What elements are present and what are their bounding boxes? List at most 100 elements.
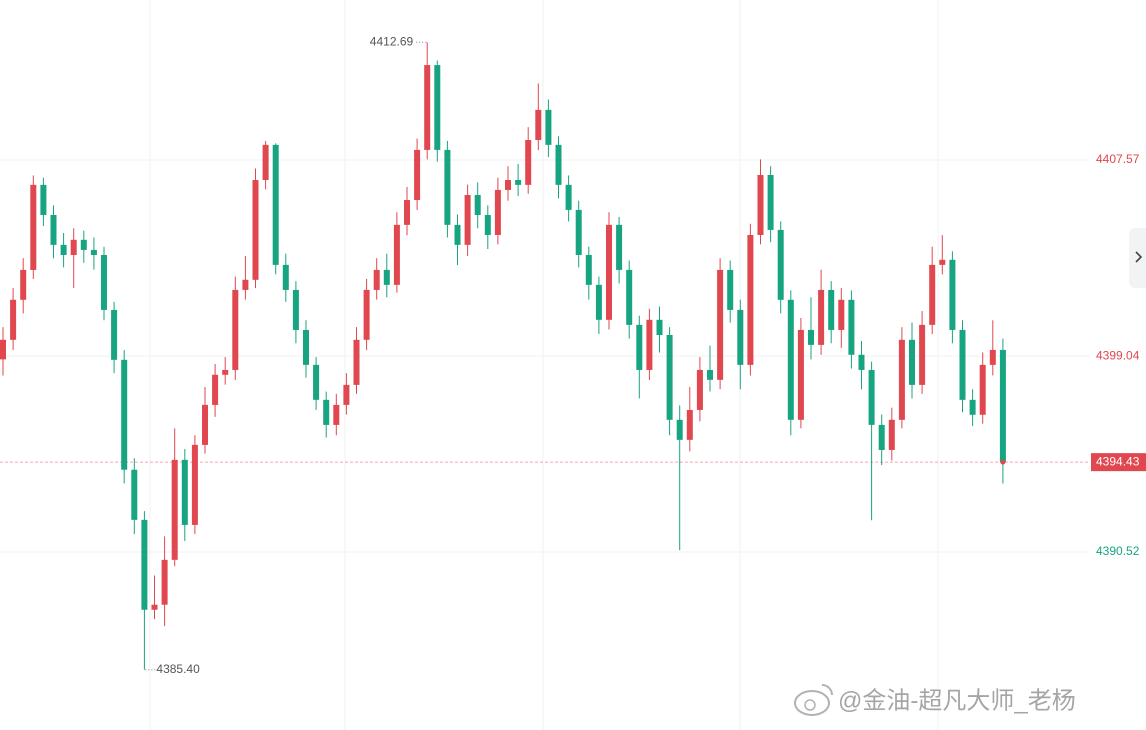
candle-body [292,289,299,330]
watermark: @金油-超凡大师_老杨 [794,684,1076,716]
candle-body [303,329,309,365]
y-tick-label: 4390.52 [1096,544,1140,558]
candle-body [252,180,259,280]
candle-body [222,369,229,375]
candle-body [828,289,835,330]
candle-body [373,269,380,290]
candle-body [50,214,57,245]
candle-body [565,184,572,210]
candle-body [20,269,27,300]
candle-body [818,289,825,345]
candle-body [464,194,471,245]
candle-body [656,319,663,335]
candle-body [313,364,320,400]
candle-body [90,249,97,255]
scroll-button[interactable] [1129,228,1146,288]
candle-body [858,354,865,370]
candle-body [10,299,17,340]
scroll-button-bg[interactable] [1129,228,1146,288]
candle-body [161,559,168,605]
candle-body [707,369,713,380]
watermark-text: @金油-超凡大师_老杨 [838,687,1076,714]
candle-body [181,459,188,525]
candle-body [212,374,219,405]
candle-body [474,194,481,215]
candle-body [171,459,178,560]
candle-body [242,279,249,290]
candle-body [131,469,138,520]
watermark-logo [804,699,816,711]
candle-body [191,444,198,525]
candle-body [727,269,734,310]
candle-body [323,399,330,425]
watermark-logo [821,684,833,696]
candle-body [878,424,885,450]
candle-body [404,200,410,225]
candle-body [959,329,966,400]
candle-body [70,239,77,255]
candle-body [838,299,845,330]
candle-body [0,339,6,360]
candle-body [787,299,794,420]
candle-body [808,329,814,345]
candle-body [939,259,946,265]
candle-body [111,309,118,360]
candle-body [60,244,67,255]
candle-body [585,254,592,285]
candle-body [717,269,724,380]
candle-body [555,144,562,185]
y-tick-label: 4399.04 [1096,348,1140,362]
candle-body [898,339,905,420]
candle-body [333,404,340,425]
candle-body [262,144,269,181]
candle-body [202,404,208,445]
candle-body [626,269,633,325]
candle-body [434,65,441,150]
candle-body [515,180,522,185]
candle-body [595,284,602,320]
watermark-logo [794,690,830,716]
chevron-icon[interactable] [1135,251,1143,263]
candle-body [969,399,976,415]
candle-body [747,234,754,365]
candle-body [151,604,158,610]
candle-body [575,209,582,255]
candle-body [686,409,693,440]
candle-body [989,349,996,365]
candle-body [868,369,875,425]
candle-body [232,289,239,370]
candle-body [666,334,673,420]
candle-body [282,264,289,290]
candle-body [545,109,552,145]
candle-body [484,214,491,235]
candle-body [616,224,623,270]
candle-body [848,299,855,355]
candle-body [676,419,683,440]
candle-body [777,229,784,300]
candle-body [383,269,390,285]
candle-body [949,259,956,330]
candle-body [909,339,915,385]
candle-body [737,309,744,365]
candle-body [141,519,148,610]
candle-body [454,224,461,245]
vertical-grid [149,0,939,730]
candle-body [343,384,350,405]
candle-body [979,364,986,415]
candle-body [929,264,936,325]
candle-body [525,140,532,185]
candle-body [40,184,47,215]
candle-body [919,324,926,385]
candle-body [272,144,279,265]
candle-body [121,359,128,470]
candle-body [363,289,370,340]
candle-body [767,174,774,230]
candle-body [646,319,653,370]
candle-body [696,369,703,410]
candle-body [424,65,431,150]
candles [0,42,1006,670]
candle-body [757,174,764,235]
extreme-label: 4412.69 [370,34,414,48]
